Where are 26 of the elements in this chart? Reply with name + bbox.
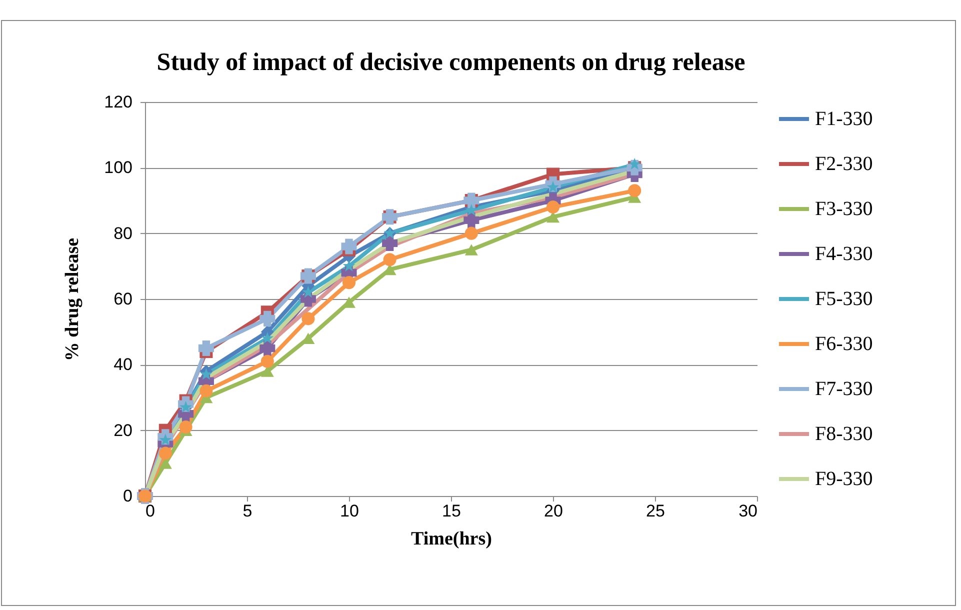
chart-title: Study of impact of decisive compenents on drug release [156, 49, 746, 76]
y-tick-label: 0 [123, 486, 132, 506]
y-tick-label: 100 [104, 158, 132, 178]
legend-label: F3-330 [815, 198, 873, 220]
x-tick-label: 0 [146, 502, 155, 520]
x-tick-label: 30 [738, 502, 758, 520]
y-axis-title: % drug release [62, 238, 84, 362]
y-tick-label: 20 [114, 420, 132, 440]
legend-label: F5-330 [815, 288, 873, 310]
legend-label: F8-330 [815, 423, 873, 445]
legend-label: F7-330 [815, 378, 873, 400]
legend-label: F9-330 [815, 468, 873, 490]
x-tick-label: 10 [340, 502, 359, 520]
legend-label: F2-330 [815, 153, 873, 175]
y-tick-label: 60 [114, 290, 132, 308]
x-tick-label: 5 [242, 502, 252, 520]
legend-label: F4-330 [815, 243, 873, 265]
x-tick-label: 25 [646, 502, 665, 520]
y-tick-label: 120 [104, 92, 132, 112]
y-tick-label: 80 [114, 224, 132, 243]
legend-label: F6-330 [815, 333, 873, 355]
y-tick-label: 40 [114, 355, 132, 374]
x-axis-title: Time(hrs) [411, 528, 492, 550]
x-tick-label: 15 [442, 502, 461, 520]
legend-label: F1-330 [815, 108, 873, 130]
x-tick-label: 20 [544, 502, 563, 520]
